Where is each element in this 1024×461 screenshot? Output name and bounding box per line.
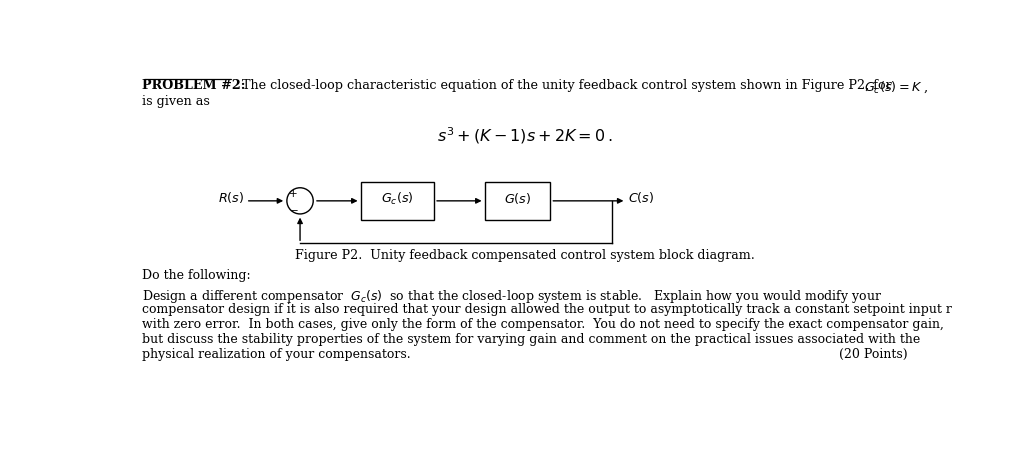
Text: Figure P2.  Unity feedback compensated control system block diagram.: Figure P2. Unity feedback compensated co… [295,248,755,261]
FancyBboxPatch shape [484,182,550,220]
FancyBboxPatch shape [360,182,434,220]
Text: $G(s)$: $G(s)$ [504,191,531,206]
Text: with zero error.  In both cases, give only the form of the compensator.  You do : with zero error. In both cases, give onl… [142,318,944,331]
Text: Design a different compensator  $G_c(s)$  so that the closed-loop system is stab: Design a different compensator $G_c(s)$ … [142,288,882,305]
Text: $s^3 + (K-1)s + 2K = 0\,.$: $s^3 + (K-1)s + 2K = 0\,.$ [437,125,612,146]
Text: is given as: is given as [142,95,210,108]
Text: Do the following:: Do the following: [142,269,251,283]
Text: $G_c(s) = K$ ,: $G_c(s) = K$ , [864,79,929,95]
Text: $R(s)$: $R(s)$ [218,190,245,205]
Text: −: − [290,206,299,216]
Text: but discuss the stability properties of the system for varying gain and comment : but discuss the stability properties of … [142,333,921,346]
Text: compensator design if it is also required that your design allowed the output to: compensator design if it is also require… [142,303,952,316]
Text: PROBLEM #2:: PROBLEM #2: [142,79,246,92]
Text: physical realization of your compensators.: physical realization of your compensator… [142,348,411,361]
Text: (20 Points): (20 Points) [839,348,907,361]
Text: The closed-loop characteristic equation of the unity feedback control system sho: The closed-loop characteristic equation … [234,79,896,92]
Text: $C(s)$: $C(s)$ [628,190,654,205]
Text: +: + [289,189,297,199]
Text: $G_c(s)$: $G_c(s)$ [381,190,414,207]
